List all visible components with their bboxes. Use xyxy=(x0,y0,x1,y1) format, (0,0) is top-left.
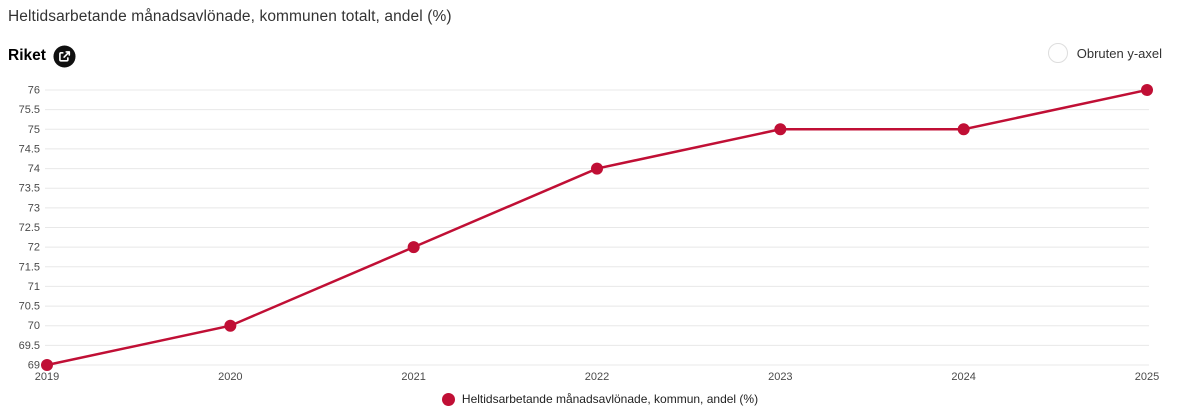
x-tick-label: 2020 xyxy=(218,371,242,383)
x-tick-label: 2024 xyxy=(951,371,975,383)
data-point[interactable] xyxy=(774,123,787,136)
x-tick-label: 2022 xyxy=(585,371,609,383)
y-tick-label: 71 xyxy=(28,281,40,293)
region-row: Riket xyxy=(8,44,77,68)
data-point[interactable] xyxy=(41,359,53,371)
y-tick-label: 76 xyxy=(28,85,40,97)
y-tick-label: 71.5 xyxy=(19,261,40,273)
y-tick-label: 75 xyxy=(28,124,40,136)
y-tick-label: 73 xyxy=(28,202,40,214)
y-tick-label: 70 xyxy=(28,320,40,332)
y-tick-label: 69 xyxy=(28,360,40,372)
chart-legend: Heltidsarbetande månadsavlönade, kommun,… xyxy=(0,392,1200,406)
line-chart: 69 69.5 70 70.5 71 71.5 72 72.5 73 73.5 74 74.5 75 75… xyxy=(19,84,1159,383)
external-link-icon xyxy=(53,44,76,68)
x-tick-label: 2023 xyxy=(768,371,792,383)
y-tick-label: 72.5 xyxy=(19,222,40,234)
region-label: Riket xyxy=(8,47,46,64)
data-point[interactable] xyxy=(591,162,603,175)
x-tick-label: 2019 xyxy=(35,371,59,383)
external-link-button[interactable] xyxy=(53,44,77,68)
legend-marker-icon xyxy=(441,392,455,406)
legend-label: Heltidsarbetande månadsavlönade, kommun,… xyxy=(461,392,759,406)
data-point[interactable] xyxy=(1141,84,1153,96)
page-title: Heltidsarbetande månadsavlönade, kommune… xyxy=(8,8,452,25)
y-tick-label: 69.5 xyxy=(19,340,40,352)
y-tick-label: 70.5 xyxy=(19,301,40,313)
data-point[interactable] xyxy=(224,319,237,332)
y-tick-label: 72 xyxy=(28,242,40,254)
y-tick-label: 73.5 xyxy=(19,183,40,195)
radio-circle-icon[interactable] xyxy=(1047,43,1068,63)
unbroken-y-axis-toggle[interactable]: Obruten y-axel xyxy=(1047,43,1162,63)
x-tick-label: 2025 xyxy=(1135,371,1159,383)
x-tick-label: 2021 xyxy=(401,371,425,383)
y-tick-label: 74 xyxy=(28,163,40,175)
y-tick-label: 75.5 xyxy=(19,104,40,116)
unbroken-y-axis-label: Obruten y-axel xyxy=(1076,45,1162,61)
data-point[interactable] xyxy=(957,123,970,136)
y-tick-label: 74.5 xyxy=(19,143,40,155)
data-point[interactable] xyxy=(407,241,420,254)
